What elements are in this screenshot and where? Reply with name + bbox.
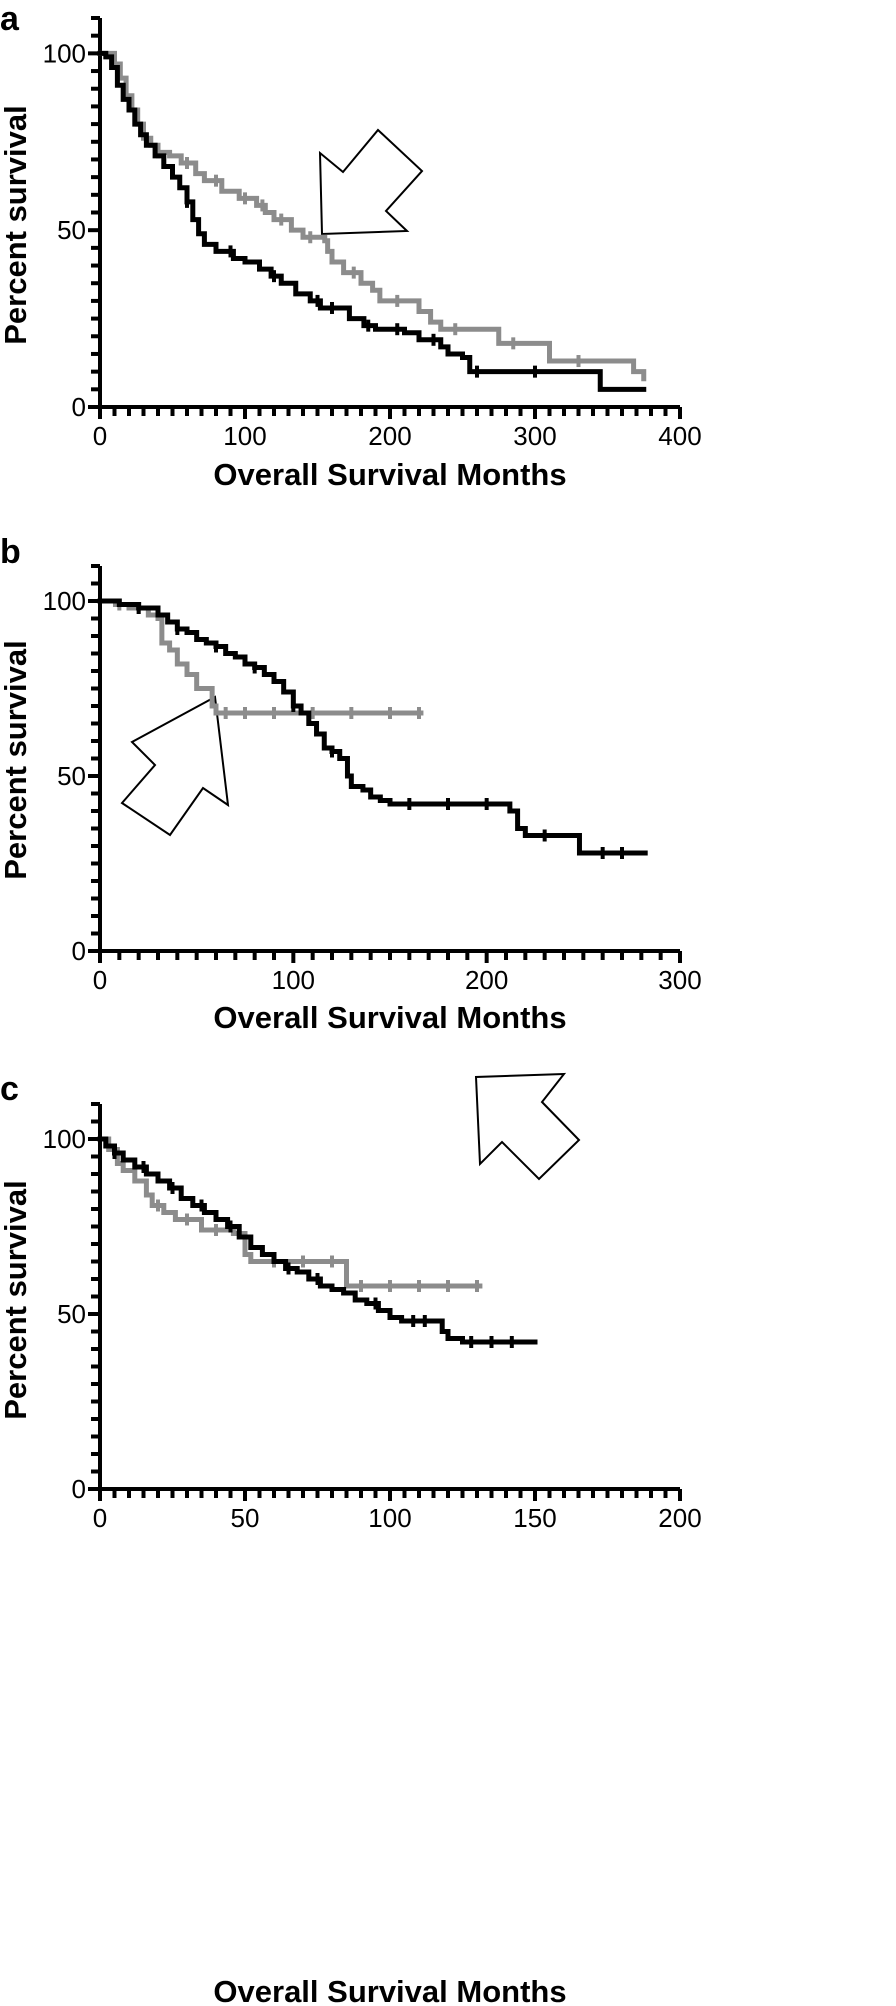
panel-b-series-0-line [97,598,648,856]
panel-c-arrow-shape [474,1072,581,1181]
panel-a: a 0 50 100 0 100 200 300 400 Percent survival O… [0,0,702,492]
panel-b-letter: b [0,533,21,571]
panel-c-x-tick-label: 50 [231,1503,260,1533]
panel-a-y-axis-title: Percent survival [0,105,33,345]
panel-c-letter: c [0,1070,19,1108]
panel-a-y-tick-label: 0 [72,392,86,422]
panel-c-y-axis-title: Percent survival [0,1180,33,1420]
panel-a-series-0-line [97,50,647,392]
panel-a-x-tick-label: 300 [513,421,556,451]
panel-b-y-axis-title: Percent survival [0,640,33,880]
panel-b-axes: 0 50 100 0 100 200 300 [43,564,702,995]
panel-c-series-1-line [97,1136,483,1289]
panel-c-series-0-line [97,1136,538,1345]
panel-a-letter: a [0,0,20,38]
panel-c-plot-area [97,1136,538,1348]
panel-b-arrow-shape [120,695,230,837]
panel-a-x-tick-label: 100 [223,421,266,451]
panel-a-y-tick-label: 50 [57,215,86,245]
panel-b-series-1-line [97,598,424,716]
panel-a-x-tick-label: 0 [93,421,107,451]
panel-b-x-tick-label: 100 [272,965,315,995]
panel-a-axes: 0 50 100 0 100 200 300 400 [43,16,702,451]
panel-c-axes: 0 50 100 0 50 100 150 200 [43,1102,702,1533]
panel-c-x-tick-label: 100 [368,1503,411,1533]
panel-c-y-tick-label: 50 [57,1299,86,1329]
panel-a-x-tick-label: 400 [658,421,701,451]
panel-a-arrow-shape [318,128,424,236]
panel-b-y-tick-label: 50 [57,761,86,791]
panel-c-x-tick-label: 0 [93,1503,107,1533]
panel-c-x-tick-label: 150 [513,1503,556,1533]
panel-b-x-tick-label: 300 [658,965,701,995]
panel-b-x-tick-label: 0 [93,965,107,995]
panel-b-x-axis-title: Overall Survival Months [213,1000,566,1035]
panel-b-y-tick-label: 0 [72,936,86,966]
panel-c-y-tick-label: 0 [72,1474,86,1504]
panel-b-y-tick-label: 100 [43,586,86,616]
panel-b-plot-area [97,598,648,859]
panel-a-x-axis-title: Overall Survival Months [213,457,566,492]
panel-c-arrow [474,1072,581,1181]
panel-c: c 0 50 100 0 50 100 150 200 Percent survival Ov… [0,1070,702,2006]
panel-a-plot-area [97,50,647,392]
panel-c-x-axis-title: Overall Survival Months [213,1974,566,2006]
panel-c-y-tick-label: 100 [43,1124,86,1154]
panel-c-x-tick-label: 200 [658,1503,701,1533]
panel-b: b 0 50 100 0 100 200 300 Percent survival Over… [0,533,702,1035]
panel-a-x-tick-label: 200 [368,421,411,451]
panel-b-arrow [120,695,230,837]
panel-b-x-tick-label: 200 [465,965,508,995]
panel-a-y-tick-label: 100 [43,38,86,68]
panel-a-arrow [318,128,424,236]
